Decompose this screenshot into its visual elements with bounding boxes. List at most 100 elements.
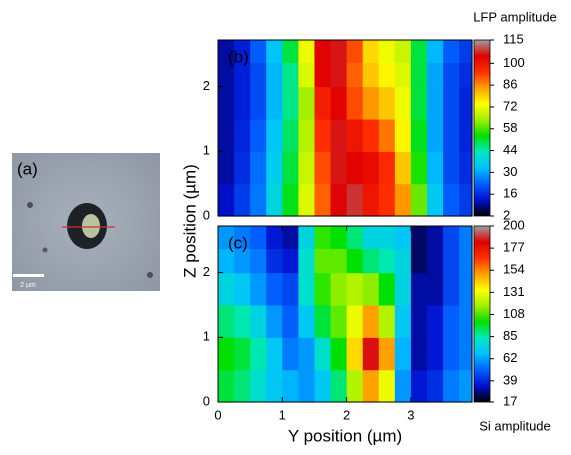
heat-cell	[459, 118, 473, 152]
heat-cell	[362, 304, 380, 338]
heat-cell	[330, 62, 348, 88]
heat-cell	[362, 118, 380, 152]
scale-bar	[13, 274, 44, 277]
heat-cell	[298, 183, 316, 217]
heat-cell	[362, 151, 380, 185]
colorbar-tick-label: 86	[503, 77, 517, 92]
heat-cell	[459, 304, 473, 338]
heat-cell	[459, 40, 473, 63]
colorbar-tick-label: 100	[503, 55, 525, 70]
heat-cell	[298, 86, 316, 120]
heat-cell	[218, 40, 235, 63]
heat-cell	[282, 369, 299, 403]
heat-cell	[250, 304, 267, 338]
colorbar-title: Si amplitude	[479, 418, 551, 433]
colorbar-tick-label: 62	[503, 350, 517, 365]
heat-cell	[378, 151, 396, 185]
heat-cell	[330, 151, 348, 185]
plot-frame	[217, 225, 473, 403]
heat-cell	[394, 183, 412, 217]
heat-cell	[250, 369, 267, 403]
heat-cell	[426, 86, 444, 120]
heat-cell	[346, 40, 364, 63]
heat-cell	[218, 337, 235, 371]
heat-cell	[346, 272, 364, 306]
heat-cell	[234, 248, 251, 274]
colorbar-tick-label: 17	[503, 393, 517, 408]
colorbar-tick-label: 85	[503, 328, 517, 343]
heat-cell	[282, 248, 299, 274]
y-tick-label: 1	[203, 143, 210, 158]
heat-cell	[298, 337, 316, 371]
heat-cell	[362, 86, 380, 120]
heat-cell	[298, 118, 316, 152]
y-tick-label: 0	[203, 207, 210, 222]
heat-cell	[266, 151, 283, 185]
heat-cell	[250, 40, 267, 63]
heat-cell	[266, 86, 283, 120]
heat-cell	[314, 337, 332, 371]
colorbar-tick-label: 30	[503, 164, 517, 179]
heat-cell	[266, 226, 283, 249]
heat-cell	[378, 86, 396, 120]
heat-cell	[314, 62, 332, 88]
heat-cell	[459, 151, 473, 185]
heat-cell	[378, 40, 396, 63]
x-tick-label: 1	[279, 407, 286, 422]
heat-cell	[298, 272, 316, 306]
heat-cell	[410, 272, 428, 306]
speck	[42, 247, 48, 253]
heat-cell	[298, 369, 316, 403]
heat-cell	[314, 118, 332, 152]
heat-cell	[330, 40, 348, 63]
heat-cell	[410, 40, 428, 63]
heat-cell	[234, 40, 251, 63]
heat-cell	[362, 337, 380, 371]
heat-cell	[314, 86, 332, 120]
colorbar	[473, 225, 491, 403]
heat-cell	[218, 369, 235, 403]
heat-cell	[459, 369, 473, 403]
heat-cell	[394, 118, 412, 152]
y-tick-label: 2	[203, 264, 210, 279]
colorbar-tick-label: 115	[503, 31, 524, 46]
heat-cell	[426, 369, 444, 403]
y-tick-label: 0	[203, 393, 210, 408]
heat-cell	[234, 183, 251, 217]
heat-cell	[378, 62, 396, 88]
plot-frame	[217, 39, 473, 217]
heat-cell	[330, 248, 348, 274]
heat-cell	[394, 62, 412, 88]
heat-cell	[410, 62, 428, 88]
heat-cell	[410, 86, 428, 120]
heat-cell	[362, 369, 380, 403]
heat-cell	[410, 304, 428, 338]
heat-cell	[346, 226, 364, 249]
heat-cell	[234, 337, 251, 371]
heat-cell	[346, 337, 364, 371]
heat-cell	[410, 337, 428, 371]
heat-cell	[314, 226, 332, 249]
heat-cell	[378, 183, 396, 217]
heat-cell	[298, 151, 316, 185]
heat-cell	[314, 369, 332, 403]
heat-cell	[234, 86, 251, 120]
heat-cell	[346, 118, 364, 152]
heat-cell	[218, 304, 235, 338]
heat-cell	[218, 62, 235, 88]
colorbar-tick-label: 108	[503, 306, 525, 321]
x-axis-title: Y position (µm)	[288, 426, 402, 445]
heat-cell	[443, 40, 460, 63]
heat-cell	[266, 40, 283, 63]
heat-cell	[362, 183, 380, 217]
heat-cell	[250, 118, 267, 152]
heat-cell	[443, 118, 460, 152]
heat-cell	[346, 369, 364, 403]
heat-cell	[314, 304, 332, 338]
heat-cell	[443, 86, 460, 120]
heat-cell	[443, 272, 460, 306]
heat-cell	[426, 62, 444, 88]
heat-cell	[410, 226, 428, 249]
heat-cell	[378, 337, 396, 371]
